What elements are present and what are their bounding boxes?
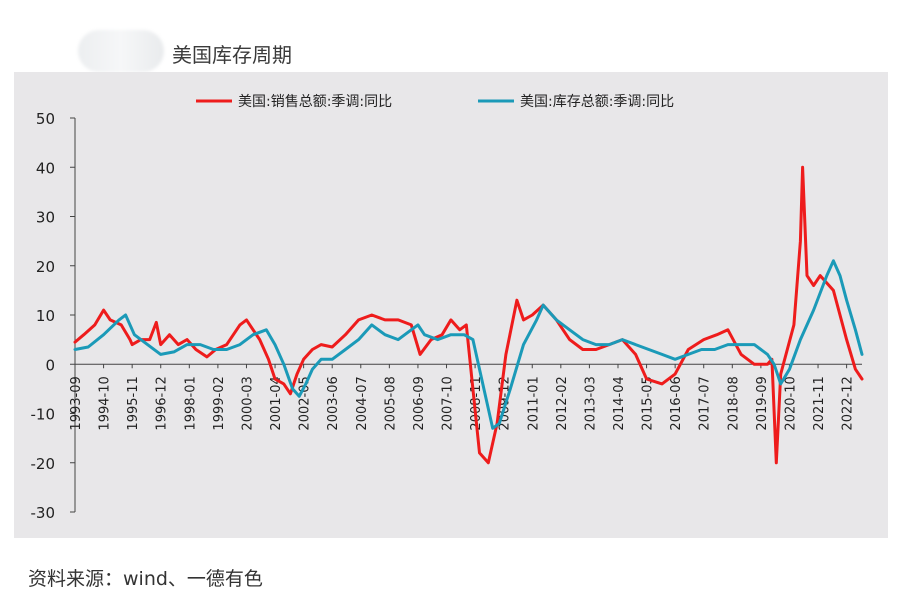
x-tick-label: 1998-01 — [183, 376, 198, 430]
y-tick-label: 20 — [36, 258, 55, 276]
x-tick-label: 2001-04 — [269, 376, 284, 430]
series-line-sales — [73, 165, 864, 465]
x-tick-label: 1994-10 — [98, 376, 113, 430]
x-tick-label: 2004-07 — [355, 376, 370, 430]
x-tick-label: 1993-09 — [69, 376, 84, 430]
y-tick-label: -10 — [31, 406, 56, 424]
plot-panel — [14, 72, 888, 538]
y-tick-label: 40 — [36, 159, 55, 177]
x-tick-label: 1996-12 — [155, 376, 170, 430]
legend-label-inventory: 美国:库存总额:季调:同比 — [520, 94, 674, 110]
source-note: 资料来源：wind、一德有色 — [28, 568, 263, 590]
x-tick-label: 1995-11 — [126, 376, 141, 430]
x-tick-label: 2014-04 — [612, 376, 627, 430]
blurred-logo — [78, 30, 164, 72]
x-tick-label: 2012-02 — [555, 376, 570, 430]
y-tick-label: 10 — [36, 307, 55, 325]
series-line-inventory — [73, 259, 864, 430]
x-tick-label: 2013-03 — [583, 376, 598, 430]
x-tick-label: 2011-01 — [526, 376, 541, 430]
x-tick-label: 2017-07 — [698, 376, 713, 430]
y-tick-label: 30 — [36, 209, 55, 227]
y-tick-label: -20 — [31, 455, 56, 473]
legend: 美国:销售总额:季调:同比 美国:库存总额:季调:同比 — [196, 94, 674, 110]
x-tick-label: 2007-10 — [441, 376, 456, 430]
x-tick-label: 2015-05 — [641, 376, 656, 430]
x-tick-label: 2019-09 — [755, 376, 770, 430]
x-tick-label: 2018-08 — [726, 376, 741, 430]
x-tick-label: 2000-03 — [240, 376, 255, 430]
x-tick-label: 2003-06 — [326, 376, 341, 430]
x-tick-label: 2005-08 — [383, 376, 398, 430]
legend-label-sales: 美国:销售总额:季调:同比 — [238, 94, 392, 110]
x-tick-label: 2016-06 — [669, 376, 684, 430]
x-tick-label: 1999-02 — [212, 376, 227, 430]
chart-title: 美国库存周期 — [172, 43, 292, 67]
y-tick-label: 50 — [36, 110, 55, 128]
y-tick-label: -30 — [31, 504, 56, 522]
y-tick-label: 0 — [45, 356, 55, 374]
x-tick-label: 2006-09 — [412, 376, 427, 430]
x-tick-label: 2022-12 — [841, 376, 856, 430]
x-tick-label: 2020-10 — [783, 376, 798, 430]
x-tick-label: 2021-11 — [812, 376, 827, 430]
